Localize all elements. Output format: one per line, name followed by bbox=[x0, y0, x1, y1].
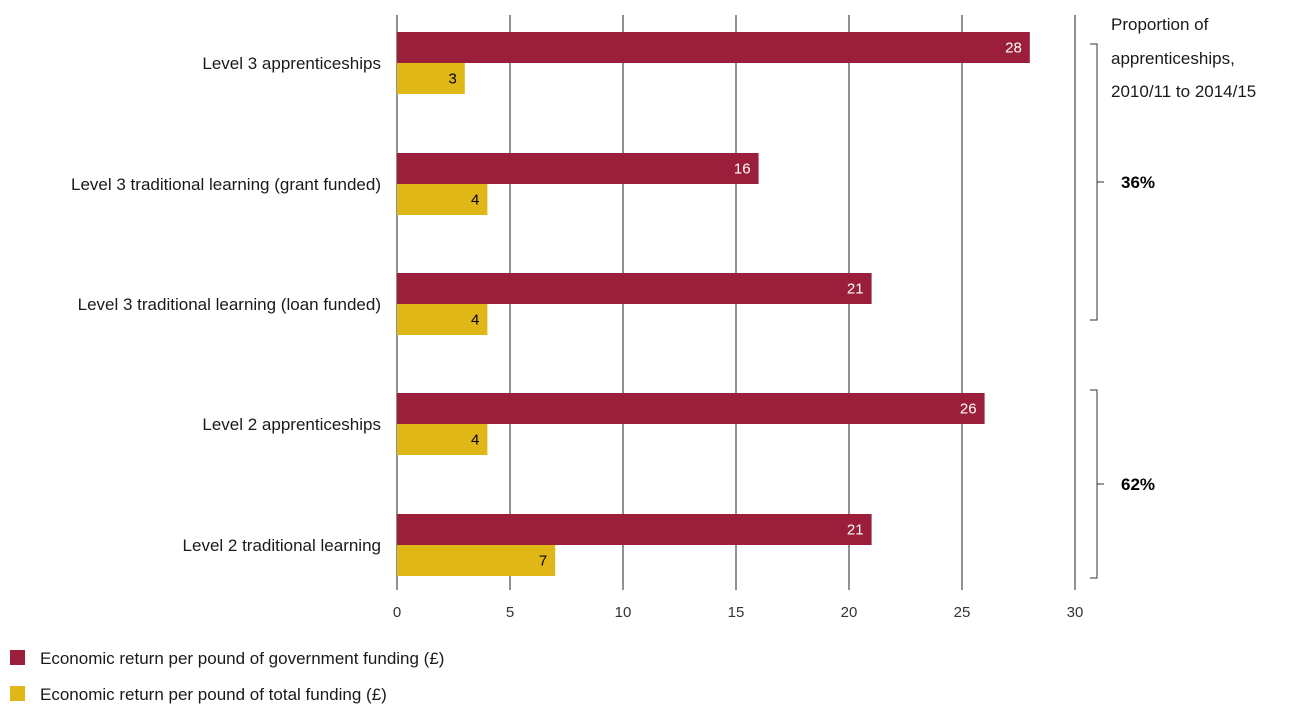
total-funding-bar bbox=[397, 545, 556, 576]
group-bracket bbox=[1090, 43, 1104, 321]
government-funding-bar bbox=[397, 273, 872, 304]
proportion-title-line: 2010/11 to 2014/15 bbox=[1111, 82, 1256, 101]
x-tick-label: 25 bbox=[954, 604, 971, 621]
x-tick-label: 30 bbox=[1067, 604, 1084, 621]
data-label: 3 bbox=[448, 71, 456, 88]
data-label: 4 bbox=[471, 432, 479, 449]
x-tick-label: 5 bbox=[506, 604, 514, 621]
proportion-annotation: Proportion of apprenticeships, 2010/11 to … bbox=[1090, 15, 1256, 579]
category-label: Level 3 apprenticeships bbox=[202, 54, 381, 73]
legend: Economic return per pound of government … bbox=[10, 649, 444, 704]
data-label: 4 bbox=[471, 312, 479, 329]
x-tick-label: 20 bbox=[841, 604, 858, 621]
data-label: 21 bbox=[847, 522, 864, 539]
proportion-value: 36% bbox=[1121, 173, 1155, 192]
data-label: 16 bbox=[734, 161, 751, 178]
x-tick-label: 10 bbox=[615, 604, 632, 621]
proportion-title-line: apprenticeships, bbox=[1111, 49, 1235, 68]
x-axis-tick-labels: 0 5 10 15 20 25 30 bbox=[393, 604, 1084, 621]
government-funding-bar bbox=[397, 32, 1030, 63]
government-funding-bar bbox=[397, 153, 759, 184]
total-funding-bar bbox=[397, 184, 488, 215]
government-funding-bar bbox=[397, 393, 985, 424]
proportion-value: 62% bbox=[1121, 475, 1155, 494]
data-label: 7 bbox=[539, 553, 547, 570]
x-tick-label: 15 bbox=[728, 604, 745, 621]
category-label: Level 2 apprenticeships bbox=[202, 415, 381, 434]
data-label: 4 bbox=[471, 192, 479, 209]
legend-swatch bbox=[10, 686, 25, 701]
total-funding-bar bbox=[397, 424, 488, 455]
proportion-title-line: Proportion of bbox=[1111, 15, 1209, 34]
legend-label: Economic return per pound of total fundi… bbox=[40, 685, 387, 704]
legend-swatch bbox=[10, 650, 25, 665]
group-bracket bbox=[1090, 389, 1104, 579]
data-label: 28 bbox=[1005, 40, 1022, 57]
legend-label: Economic return per pound of government … bbox=[40, 649, 444, 668]
x-tick-label: 0 bbox=[393, 604, 401, 621]
government-funding-bar bbox=[397, 514, 872, 545]
category-label: Level 3 traditional learning (loan funde… bbox=[78, 295, 381, 314]
data-label: 26 bbox=[960, 401, 977, 418]
category-label: Level 2 traditional learning bbox=[183, 536, 381, 555]
data-label: 21 bbox=[847, 281, 864, 298]
category-label: Level 3 traditional learning (grant fund… bbox=[71, 175, 381, 194]
total-funding-bar bbox=[397, 63, 465, 94]
total-funding-bar bbox=[397, 304, 488, 335]
category-labels: Level 3 apprenticeships Level 3 tradition… bbox=[71, 54, 381, 555]
bars: 28 16 21 26 21 3 4 4 4 7 bbox=[397, 32, 1030, 576]
